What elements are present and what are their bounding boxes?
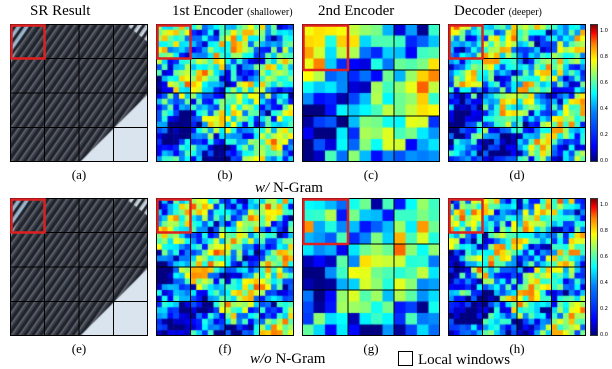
local-window-grid [448,198,586,336]
colorbar-top-tick: 0.6 [600,80,608,86]
caption-f: (f) [218,341,232,356]
caption-d: (d) [509,167,525,182]
local-window-grid [302,24,440,162]
header-first-encoder-note: (shallower) [246,7,293,18]
caption-h: (h) [509,341,525,356]
colorbar-top-tick: 0.0 [600,158,608,164]
highlighted-window [156,24,192,60]
colorbar-top-tick: 0.4 [600,106,608,112]
sr-result-image-without-ngram [10,198,148,336]
attention-map-first-encoder-with-ngram [156,24,294,162]
colorbar-bottom-tick: 0.4 [600,280,608,286]
sr-result-image-with-ngram [10,24,148,162]
attention-map-decoder-with-ngram [448,24,586,162]
attention-map-second-encoder-without-ngram [302,198,440,336]
header-first-encoder: 1st Encoder (shallower) [172,3,293,19]
local-window-grid [156,198,294,336]
attention-map-second-encoder-with-ngram [302,24,440,162]
colorbar-bottom [590,198,598,336]
caption-c: (c) [363,167,379,182]
row-label-without-ngram: w/o N-Gram [250,351,326,367]
highlighted-window [156,198,192,234]
row-label-with-ngram: w/ N-Gram [255,180,323,196]
colorbar-bottom-tick: 0.2 [600,306,608,312]
legend-local-windows: Local windows [398,351,510,369]
caption-g: (g) [363,341,379,356]
colorbar-bottom-tick: 1.0 [600,202,608,208]
colorbar-bottom-tick: 0.6 [600,254,608,260]
local-window-grid [302,198,440,336]
local-window-grid [448,24,586,162]
highlighted-window [448,198,484,234]
attention-map-first-encoder-without-ngram [156,198,294,336]
local-window-square-icon [398,351,413,366]
header-second-encoder: 2nd Encoder [318,3,395,19]
colorbar-top [590,24,598,162]
caption-b: (b) [217,167,233,182]
local-window-grid [10,198,148,336]
header-sr-result: SR Result [30,3,91,19]
highlighted-window [448,24,484,60]
highlighted-window [302,198,350,246]
header-decoder: Decoder (deeper) [454,3,542,19]
header-decoder-note: (deeper) [508,7,542,18]
caption-a: (a) [71,167,87,182]
highlighted-window [302,24,350,72]
colorbar-bottom-tick: 0.0 [600,332,608,338]
local-window-grid [156,24,294,162]
colorbar-top-tick: 0.8 [600,54,608,60]
highlighted-window [10,24,46,60]
colorbar-top-tick: 0.2 [600,132,608,138]
highlighted-window [10,198,46,234]
local-window-grid [10,24,148,162]
colorbar-top-tick: 1.0 [600,28,608,34]
caption-e: (e) [71,341,87,356]
colorbar-bottom-tick: 0.8 [600,228,608,234]
attention-map-decoder-without-ngram [448,198,586,336]
